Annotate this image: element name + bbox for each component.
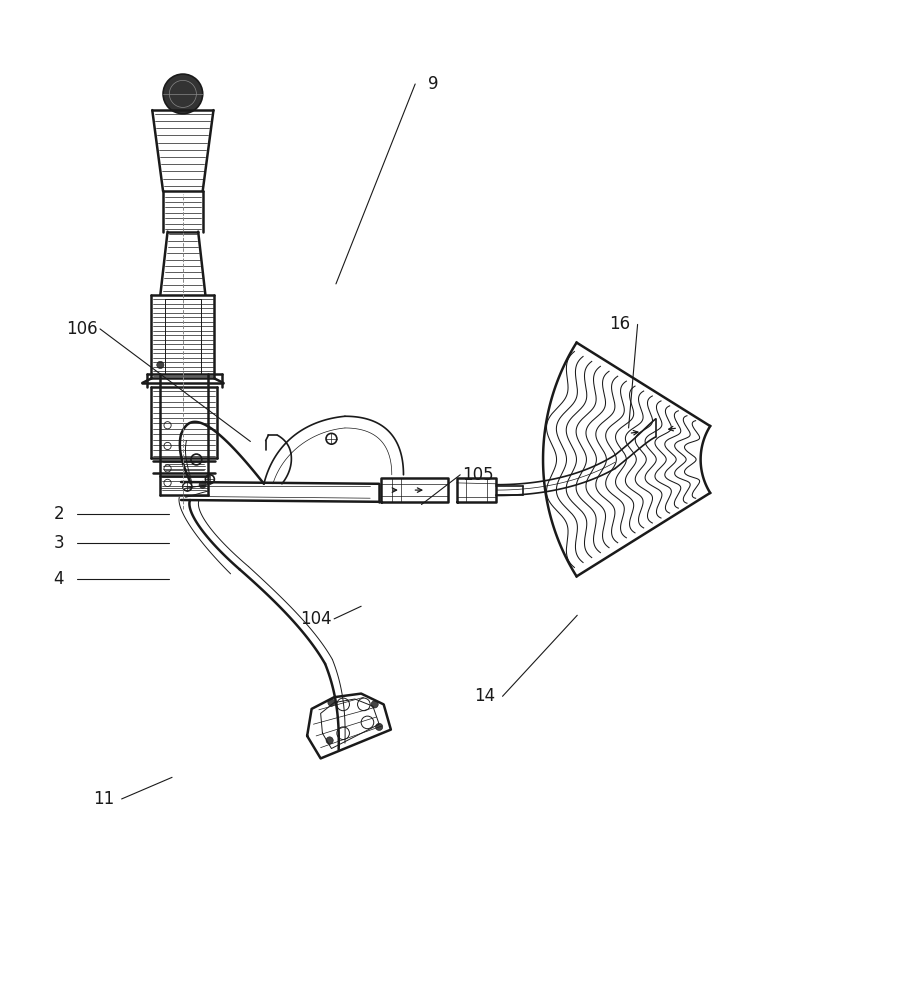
Text: 2: 2 — [53, 505, 64, 523]
Circle shape — [376, 723, 382, 731]
Text: 16: 16 — [609, 315, 631, 333]
Text: 104: 104 — [300, 610, 332, 628]
Text: 105: 105 — [462, 466, 494, 484]
Text: 106: 106 — [66, 320, 98, 338]
Text: 3: 3 — [53, 534, 64, 552]
Circle shape — [157, 361, 164, 369]
Text: 14: 14 — [474, 687, 495, 705]
Circle shape — [328, 699, 335, 706]
Text: 9: 9 — [428, 75, 439, 93]
Circle shape — [371, 701, 379, 708]
Circle shape — [199, 481, 207, 488]
Circle shape — [163, 74, 203, 114]
Circle shape — [326, 737, 333, 744]
Text: 11: 11 — [93, 790, 114, 808]
Text: 4: 4 — [53, 570, 63, 588]
